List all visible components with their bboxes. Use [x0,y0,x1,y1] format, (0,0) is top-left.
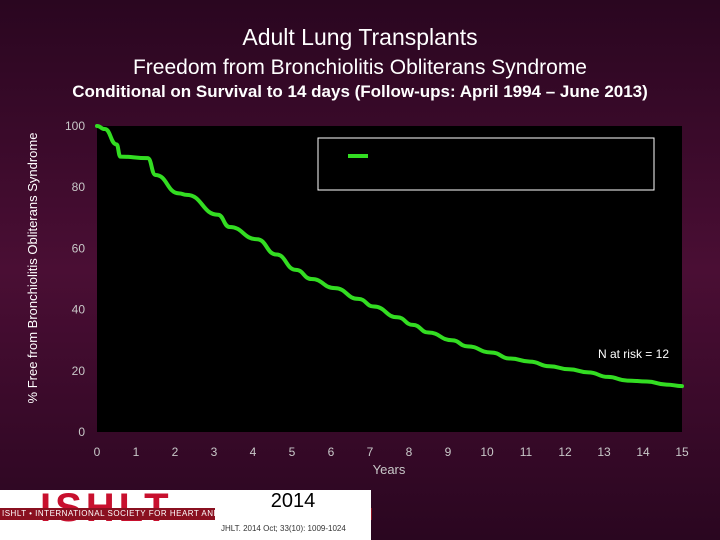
x-tick-label: 5 [289,445,296,459]
x-tick-label: 1 [133,445,140,459]
x-tick-label: 13 [597,445,611,459]
x-tick-label: 3 [211,445,218,459]
x-tick-label: 0 [94,445,101,459]
page-title: Adult Lung Transplants [242,24,478,50]
x-axis-label: Years [373,462,406,477]
page-subtitle: Freedom from Bronchiolitis Obliterans Sy… [132,56,587,79]
x-tick-label: 14 [636,445,650,459]
x-tick-label: 10 [480,445,494,459]
n-at-risk-annotation: N at risk = 12 [598,347,669,361]
legend-box [317,137,655,191]
y-tick-label: 80 [72,180,86,194]
x-tick-label: 4 [250,445,257,459]
x-tick-label: 15 [675,445,689,459]
x-tick-label: 7 [367,445,374,459]
y-tick-label: 0 [78,425,85,439]
y-tick-label: 60 [72,241,86,255]
y-tick-label: 100 [65,119,85,133]
report-year: 2014 [270,490,316,512]
y-tick-label: 40 [72,303,86,317]
citation: JHLT. 2014 Oct; 33(10): 1009-1024 [221,524,346,533]
x-tick-label: 6 [328,445,335,459]
x-tick-label: 12 [558,445,572,459]
x-tick-label: 2 [172,445,179,459]
year-box: 2014 JHLT. 2014 Oct; 33(10): 1009-1024 [215,490,371,540]
x-tick-label: 8 [406,445,413,459]
x-tick-label: 9 [445,445,452,459]
x-tick-label: 11 [520,445,533,459]
series-line [95,124,684,389]
page-subtitle-conditions: Conditional on Survival to 14 days (Foll… [72,82,648,101]
y-tick-label: 20 [72,364,86,378]
